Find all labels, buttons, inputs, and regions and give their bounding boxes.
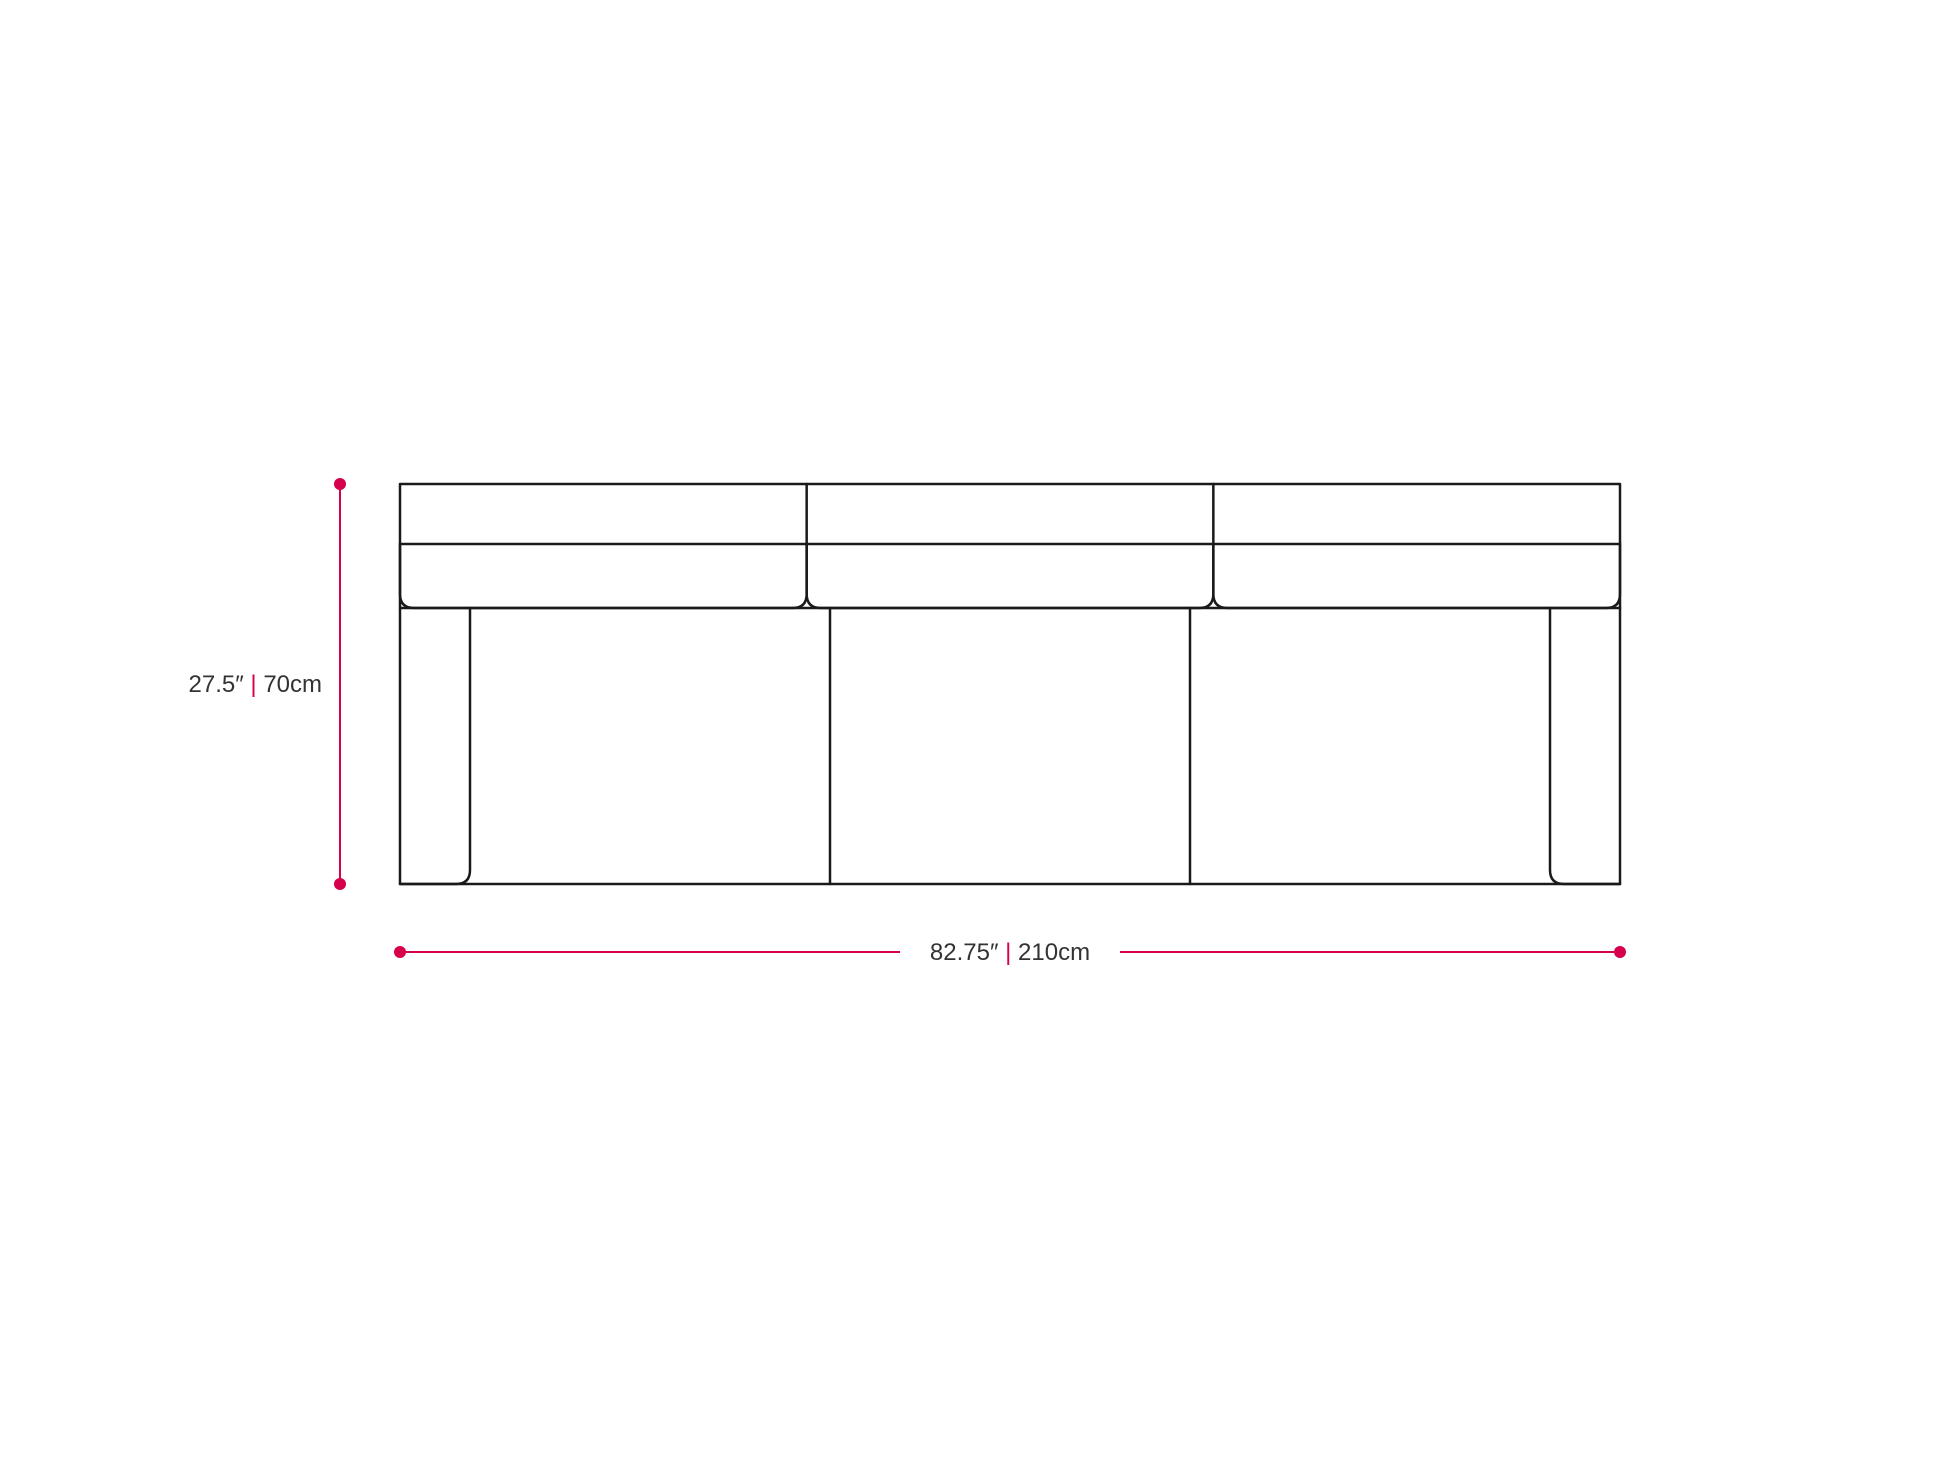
dimension-guides	[334, 478, 1626, 968]
sofa-top-view	[400, 484, 1620, 884]
dimension-diagram: 27.5″ | 70cm 82.75″ | 210cm	[0, 0, 1946, 1459]
height-dimension-label: 27.5″ | 70cm	[189, 671, 322, 698]
width-dimension-label: 82.75″ | 210cm	[930, 939, 1090, 966]
